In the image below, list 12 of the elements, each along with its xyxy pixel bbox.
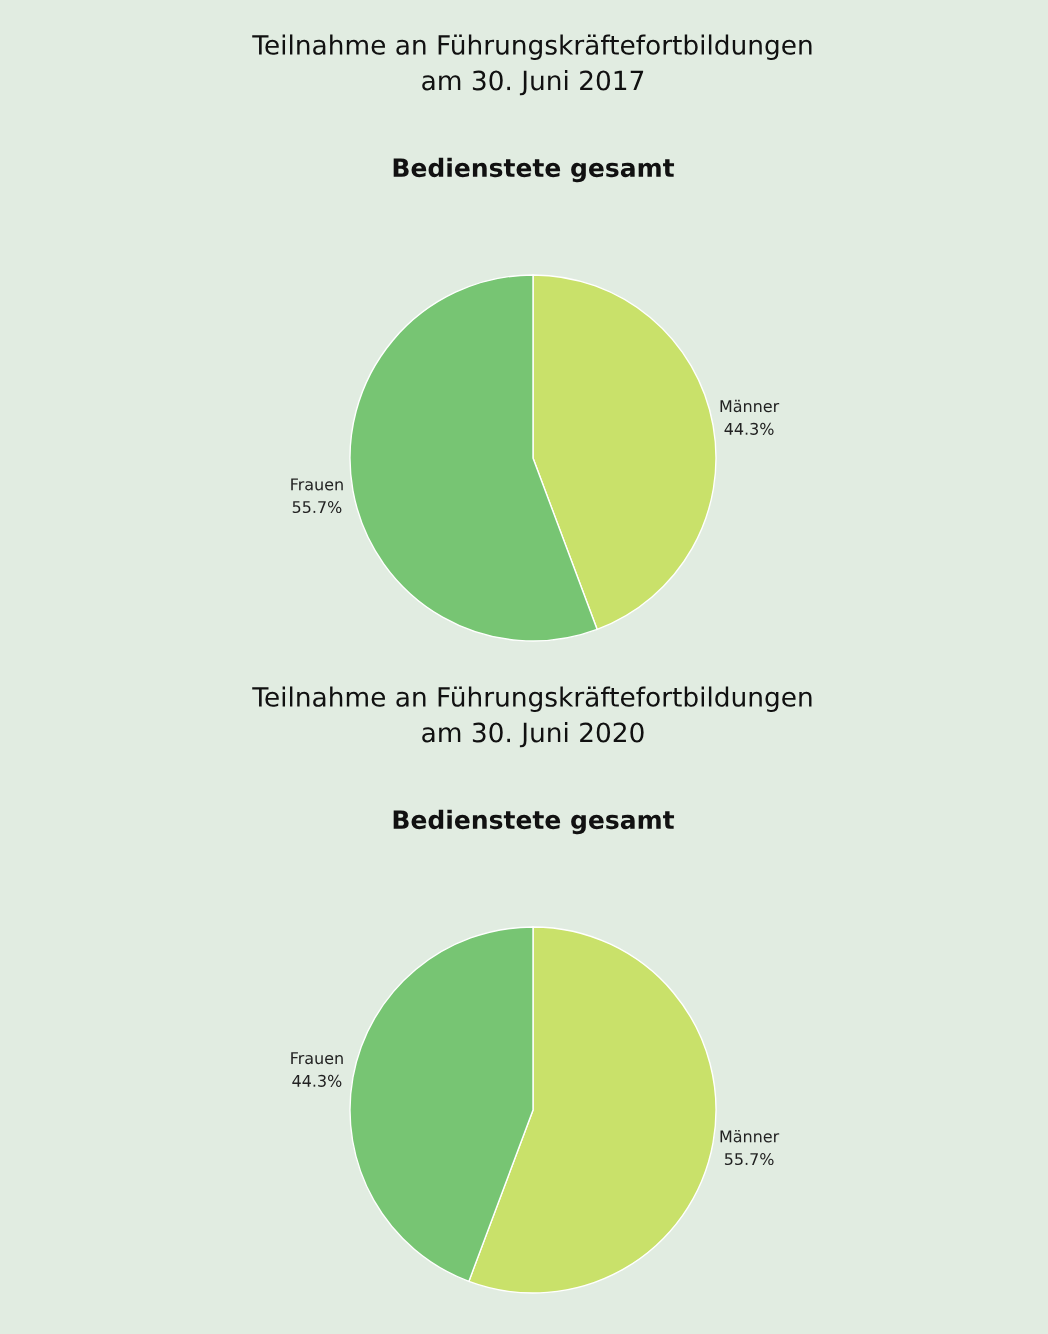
slice-label: Männer [720, 1130, 780, 1143]
data-label: 55.7% [292, 501, 342, 514]
chart-subtitle: Bedienstete gesamt [393, 809, 675, 835]
chart-subtitle: Bedienstete gesamt [393, 157, 675, 183]
data-label: 55.7% [724, 1153, 774, 1166]
data-label: 44.3% [292, 1074, 342, 1087]
slice-label: Männer [720, 399, 780, 413]
data-label: 44.3% [724, 422, 774, 435]
slice-label: Frauen [291, 1052, 343, 1065]
slice-label: Frauen [291, 478, 343, 491]
chart-title: Teilnahme an Führungskräftefortbildungen am 30. Juni 2020 [252, 686, 812, 748]
chart-title: Teilnahme an Führungskräftefortbildungen am 30. Juni 2017 [252, 34, 812, 96]
